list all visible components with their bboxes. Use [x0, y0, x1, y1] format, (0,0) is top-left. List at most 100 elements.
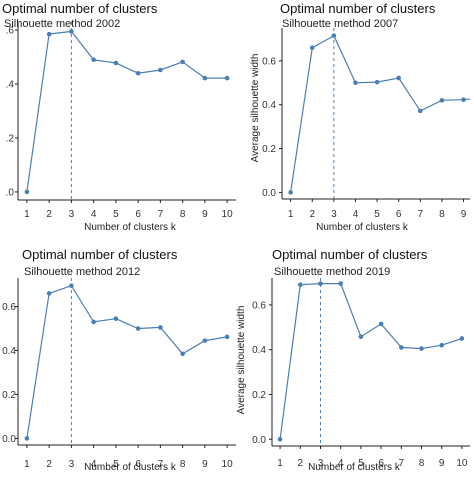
x-tick-label: 9: [202, 459, 208, 470]
data-point: [224, 334, 230, 340]
x-tick-label: 6: [135, 459, 141, 470]
x-tick-label: 10: [222, 459, 234, 470]
y-tick-label: 0.4: [262, 100, 276, 111]
data-point: [419, 346, 424, 351]
y-tick-label: 0.0: [262, 188, 276, 199]
x-tick-label: 8: [180, 209, 186, 220]
chart-panel-2002: Optimal number of clusters Silhouette met…: [2, 1, 236, 233]
data-point: [91, 57, 96, 63]
data-point: [353, 80, 358, 86]
x-tick-label: 8: [439, 209, 445, 220]
chart-panel-2012: Optimal number of clusters Silhouette met…: [2, 247, 236, 473]
y-tick-label: 0.6: [262, 56, 276, 67]
chart-subtitle: Silhouette method 2019: [274, 266, 390, 278]
data-point: [277, 436, 283, 442]
data-point: [202, 75, 208, 81]
x-axis-label: Number of clusters k: [84, 222, 177, 233]
chart-subtitle: Silhouette method 2012: [24, 266, 140, 278]
x-axis-label: Number of clusters k: [308, 462, 401, 473]
chart-panel-2019: Optimal number of clusters Silhouette met…: [236, 247, 470, 473]
data-point: [158, 325, 163, 330]
data-point: [288, 190, 293, 195]
x-tick-label: 7: [399, 458, 405, 469]
y-tick-label: 0.2: [252, 390, 266, 401]
y-tick-label: 0.6: [252, 300, 266, 311]
y-axis-label: Average silhouette width: [250, 54, 261, 163]
y-tick-label: 0.0: [252, 435, 266, 446]
data-point: [24, 436, 30, 441]
data-point: [180, 351, 185, 357]
y-tick-label: .2: [6, 133, 15, 144]
chart-subtitle: Silhouette method 2007: [282, 18, 398, 30]
y-tick-label: .4: [6, 80, 15, 91]
data-point: [439, 98, 445, 103]
data-point: [439, 342, 445, 348]
x-tick-label: 5: [374, 209, 380, 220]
x-axis-label: Number of clusters k: [316, 222, 409, 233]
x-tick-label: 4: [353, 209, 359, 220]
x-tick-label: 8: [419, 458, 425, 469]
chart-title: Optimal number of clusters: [280, 1, 436, 16]
data-point: [459, 336, 465, 341]
x-tick-label: 4: [338, 458, 344, 469]
y-tick-label: 0.4: [2, 346, 16, 357]
data-point: [399, 345, 404, 350]
y-tick-label: 0.4: [252, 345, 266, 356]
x-tick-label: 2: [298, 458, 304, 469]
chart-title: Optimal number of clusters: [22, 247, 178, 262]
data-point: [417, 108, 423, 114]
x-tick-label: 6: [378, 458, 384, 469]
series-line: [26, 30, 228, 192]
data-point: [135, 70, 141, 76]
x-tick-label: 7: [158, 459, 164, 470]
x-tick-label: 7: [418, 209, 424, 220]
x-tick-label: 10: [456, 458, 468, 469]
x-tick-label: 3: [69, 209, 75, 220]
data-point: [158, 67, 163, 73]
x-tick-label: 2: [309, 209, 315, 220]
data-point: [202, 338, 208, 343]
x-tick-label: 4: [91, 209, 97, 220]
x-tick-label: 9: [202, 209, 208, 220]
data-point: [318, 281, 323, 286]
x-tick-label: 1: [24, 209, 30, 220]
y-tick-label: 0.6: [2, 302, 16, 313]
x-tick-label: 1: [24, 459, 30, 470]
data-point: [180, 59, 185, 65]
series-line: [26, 284, 228, 439]
series-line: [279, 283, 463, 440]
data-point: [358, 334, 364, 339]
x-tick-label: 4: [91, 459, 97, 470]
x-tick-label: 3: [69, 459, 75, 470]
data-point: [69, 283, 74, 288]
x-tick-label: 7: [158, 209, 164, 220]
data-point: [46, 31, 52, 37]
x-tick-label: 2: [46, 209, 52, 220]
data-point: [338, 281, 343, 286]
y-tick-label: 0.2: [262, 144, 276, 155]
x-tick-label: 5: [358, 458, 364, 469]
x-tick-label: 5: [113, 209, 119, 220]
chart-title: Optimal number of clusters: [2, 1, 158, 16]
data-point: [46, 291, 52, 296]
x-tick-label: 2: [46, 459, 52, 470]
data-point: [91, 319, 96, 325]
x-tick-label: 1: [288, 209, 294, 220]
y-tick-label: 0.0: [2, 434, 16, 445]
data-point: [331, 33, 337, 38]
x-axis-label: Number of clusters k: [84, 462, 177, 473]
data-point: [378, 321, 384, 327]
chart-title: Optimal number of clusters: [272, 247, 428, 262]
x-tick-label: 6: [396, 209, 402, 220]
x-tick-label: 9: [439, 458, 445, 469]
data-point: [224, 75, 230, 81]
x-tick-label: 8: [180, 459, 186, 470]
y-tick-label: .0: [6, 187, 15, 198]
x-tick-label: 3: [331, 209, 337, 220]
x-tick-label: 3: [318, 458, 324, 469]
data-point: [309, 45, 315, 51]
chart-subtitle: Silhouette method 2002: [4, 18, 120, 30]
data-point: [113, 60, 119, 66]
x-tick-label: 5: [113, 459, 119, 470]
